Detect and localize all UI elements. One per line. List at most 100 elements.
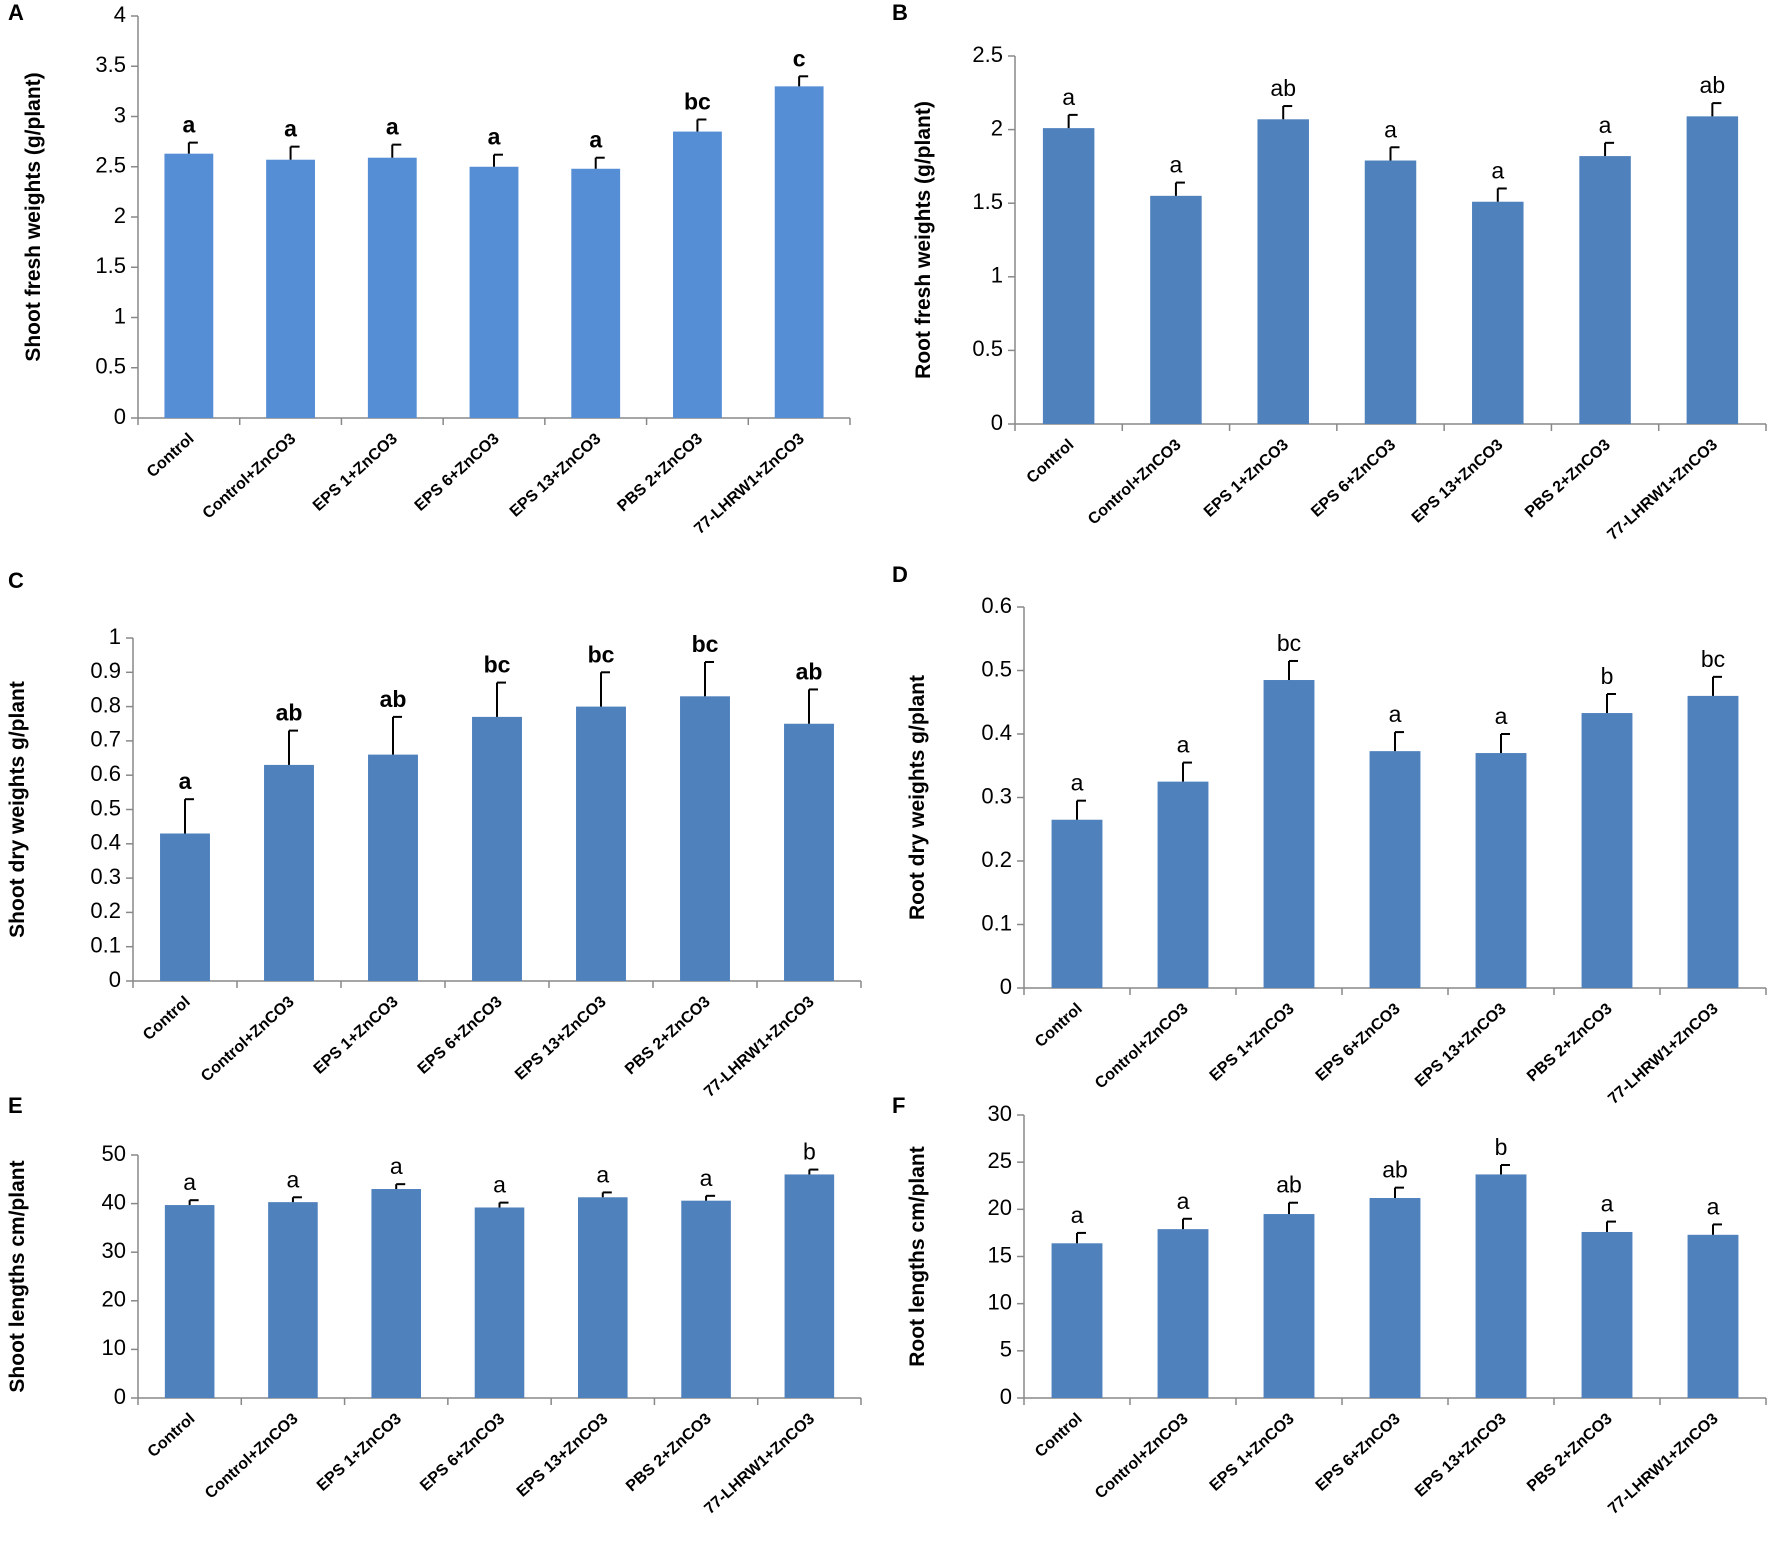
significance-letter: a [488, 124, 501, 150]
bar [474, 1207, 525, 1398]
y-tick-label: 0.5 [90, 795, 121, 820]
x-tick-label: EPS 6+ZnCO3 [1313, 1410, 1404, 1494]
panel-label: B [892, 0, 908, 25]
x-tick-label: Control+ZnCO3 [1092, 1410, 1192, 1502]
x-tick-label: 77-LHRW1+ZnCO3 [701, 993, 818, 1100]
y-tick-label: 0.5 [981, 656, 1012, 681]
bar [472, 716, 522, 981]
significance-letter: a [493, 1172, 506, 1198]
x-tick-label: Control+ZnCO3 [1092, 1000, 1192, 1092]
bar [1369, 1198, 1421, 1398]
bar [268, 1202, 318, 1398]
y-tick-label: 25 [988, 1148, 1012, 1173]
y-tick-label: 3.5 [95, 52, 126, 77]
significance-letter: a [179, 768, 192, 794]
bar [1581, 1231, 1633, 1398]
bar [1472, 201, 1524, 424]
bar [371, 1189, 422, 1398]
x-tick-label: Control [1032, 1000, 1086, 1051]
y-tick-label: 3 [114, 102, 126, 127]
bar [1475, 753, 1527, 988]
bar [1263, 680, 1315, 988]
x-tick-label: Control+ZnCO3 [1085, 436, 1185, 528]
x-tick-label: 77-LHRW1+ZnCO3 [1605, 1000, 1722, 1107]
bar [680, 696, 730, 981]
significance-letter: ab [1382, 1157, 1408, 1183]
y-tick-label: 20 [102, 1287, 126, 1312]
y-tick-label: 0.3 [981, 783, 1012, 808]
y-tick-label: 20 [988, 1195, 1012, 1220]
y-tick-label: 0.4 [90, 830, 121, 855]
y-tick-label: 0.2 [981, 847, 1012, 872]
y-tick-label: 1 [991, 263, 1003, 288]
significance-letter: a [1384, 116, 1397, 142]
bar [266, 159, 315, 418]
bar [469, 166, 519, 418]
y-tick-label: 0 [114, 1384, 126, 1409]
significance-letter: bc [588, 641, 615, 667]
y-tick-label: 0.5 [95, 354, 126, 379]
y-tick-label: 0.6 [90, 761, 121, 786]
significance-letter: a [182, 112, 195, 138]
significance-letter: a [390, 1153, 403, 1179]
bar [1687, 695, 1739, 988]
significance-letter: a [1491, 157, 1504, 183]
y-tick-label: 40 [102, 1189, 126, 1214]
x-tick-label: 77-LHRW1+ZnCO3 [701, 1410, 818, 1517]
x-tick-label: 77-LHRW1+ZnCO3 [1604, 436, 1721, 543]
bar [164, 1205, 215, 1398]
significance-letter: bc [692, 631, 719, 657]
y-tick-label: 0.1 [90, 933, 121, 958]
y-tick-label: 0.9 [90, 658, 121, 683]
x-tick-label: Control [1024, 436, 1078, 487]
x-tick-label: EPS 13+ZnCO3 [514, 1410, 612, 1500]
significance-letter: a [700, 1165, 713, 1191]
x-tick-label: PBS 2+ZnCO3 [623, 1410, 715, 1495]
panel-label: C [8, 568, 24, 593]
bar [784, 1174, 835, 1398]
x-tick-label: PBS 2+ZnCO3 [614, 430, 706, 515]
x-tick-label: Control+ZnCO3 [198, 993, 298, 1085]
bar [673, 131, 722, 418]
significance-letter: b [1495, 1134, 1508, 1160]
bar [681, 1200, 731, 1398]
bar [1051, 819, 1103, 988]
y-tick-label: 50 [102, 1141, 126, 1166]
significance-letter: bc [684, 89, 711, 115]
bar [577, 1197, 628, 1398]
bar [367, 157, 417, 418]
y-tick-label: 4 [114, 2, 126, 27]
x-tick-label: EPS 1+ZnCO3 [314, 1410, 405, 1494]
significance-letter: ab [796, 658, 823, 684]
bar [784, 723, 834, 981]
significance-letter: a [1071, 770, 1084, 796]
bar [1369, 751, 1421, 988]
significance-letter: ab [1276, 1172, 1302, 1198]
y-tick-label: 2.5 [972, 42, 1003, 67]
bar [160, 833, 210, 981]
y-tick-label: 2 [991, 115, 1003, 140]
significance-letter: a [1071, 1202, 1084, 1228]
x-tick-label: Control [1032, 1410, 1086, 1461]
significance-letter: c [793, 45, 806, 71]
bar [1263, 1214, 1315, 1398]
bar [1475, 1174, 1527, 1398]
y-tick-label: 1.5 [972, 189, 1003, 214]
y-axis-label: Root fresh weights (g/plant) [912, 101, 935, 379]
significance-letter: ab [276, 700, 303, 726]
bar [1257, 119, 1309, 425]
x-tick-label: EPS 1+ZnCO3 [1201, 436, 1292, 520]
x-tick-label: PBS 2+ZnCO3 [622, 993, 714, 1078]
y-tick-label: 0.1 [981, 910, 1012, 935]
y-tick-label: 1 [114, 303, 126, 328]
y-tick-label: 30 [102, 1238, 126, 1263]
significance-letter: a [1177, 1188, 1190, 1214]
significance-letter: a [386, 114, 399, 140]
significance-letter: a [1599, 112, 1612, 138]
x-tick-label: EPS 13+ZnCO3 [1412, 1000, 1510, 1090]
x-tick-label: EPS 1+ZnCO3 [1207, 1410, 1298, 1494]
x-tick-label: EPS 1+ZnCO3 [310, 430, 401, 514]
y-tick-label: 0.5 [972, 336, 1003, 361]
y-tick-label: 1 [109, 624, 121, 649]
